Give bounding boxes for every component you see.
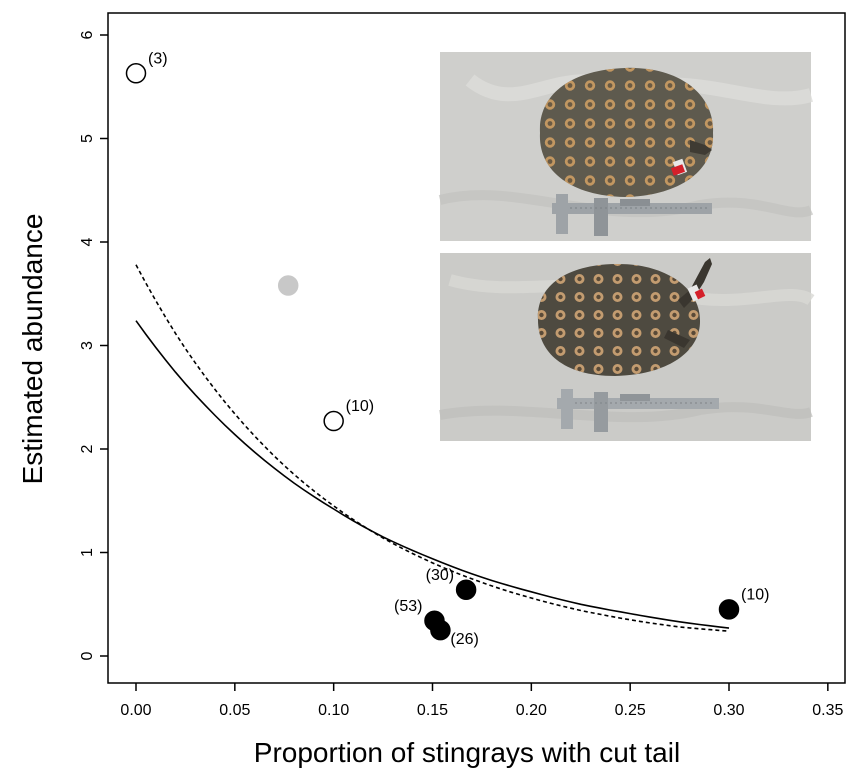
y-tick-label: 3 <box>79 341 96 350</box>
y-tick-label: 0 <box>79 651 96 660</box>
x-tick-label: 0.20 <box>516 702 547 719</box>
point-label: (53) <box>394 598 422 615</box>
tag-icon <box>670 158 688 176</box>
point-label: (10) <box>741 586 769 603</box>
x-axis-title: Proportion of stingrays with cut tail <box>254 737 680 768</box>
stingray-body-intact <box>539 67 714 198</box>
data-point <box>455 579 477 601</box>
x-tick-label: 0.10 <box>318 702 349 719</box>
data-point <box>323 410 344 432</box>
x-tick-label: 0.00 <box>120 702 151 719</box>
plot-axes: 0.00 0.05 0.10 0.15 0.20 0.25 0.30 0.35 0 1 2 3 4 5 6 <box>79 12 846 719</box>
x-tick-label: 0.05 <box>219 702 250 719</box>
point-label: (10) <box>346 398 374 415</box>
y-tick-label: 1 <box>79 548 96 557</box>
y-tick-label: 4 <box>79 237 96 246</box>
tag-icon <box>687 284 706 302</box>
fitted-curve-solid <box>135 320 730 629</box>
data-points <box>125 63 740 641</box>
point-label: (26) <box>450 631 478 648</box>
stingray-photo-intact <box>438 52 814 241</box>
point-labels: (3) (10) (30)(53) (26) (10) <box>148 50 769 648</box>
data-point <box>277 275 299 296</box>
stingray-photo-cut-tail <box>439 253 815 441</box>
y-axis-title: Estimated abundance <box>17 214 48 485</box>
point-label: (30) <box>426 567 454 584</box>
fitted-curves <box>135 264 730 632</box>
x-tick-label: 0.15 <box>417 702 448 719</box>
point-label: (3) <box>148 50 168 67</box>
plot-frame <box>107 12 846 684</box>
data-point <box>125 63 147 84</box>
x-tick-label: 0.35 <box>812 702 843 719</box>
data-point <box>718 599 740 620</box>
y-tick-label: 5 <box>79 134 96 143</box>
data-point <box>430 619 451 641</box>
x-tick-label: 0.25 <box>615 702 646 719</box>
y-tick-label: 6 <box>79 30 96 39</box>
fitted-curve-dashed <box>135 264 730 632</box>
caliper-icon <box>557 389 719 432</box>
stingray-body-cut-tail <box>537 258 712 376</box>
x-tick-label: 0.30 <box>713 702 744 719</box>
caliper-icon <box>552 194 712 236</box>
y-tick-label: 2 <box>79 444 96 453</box>
